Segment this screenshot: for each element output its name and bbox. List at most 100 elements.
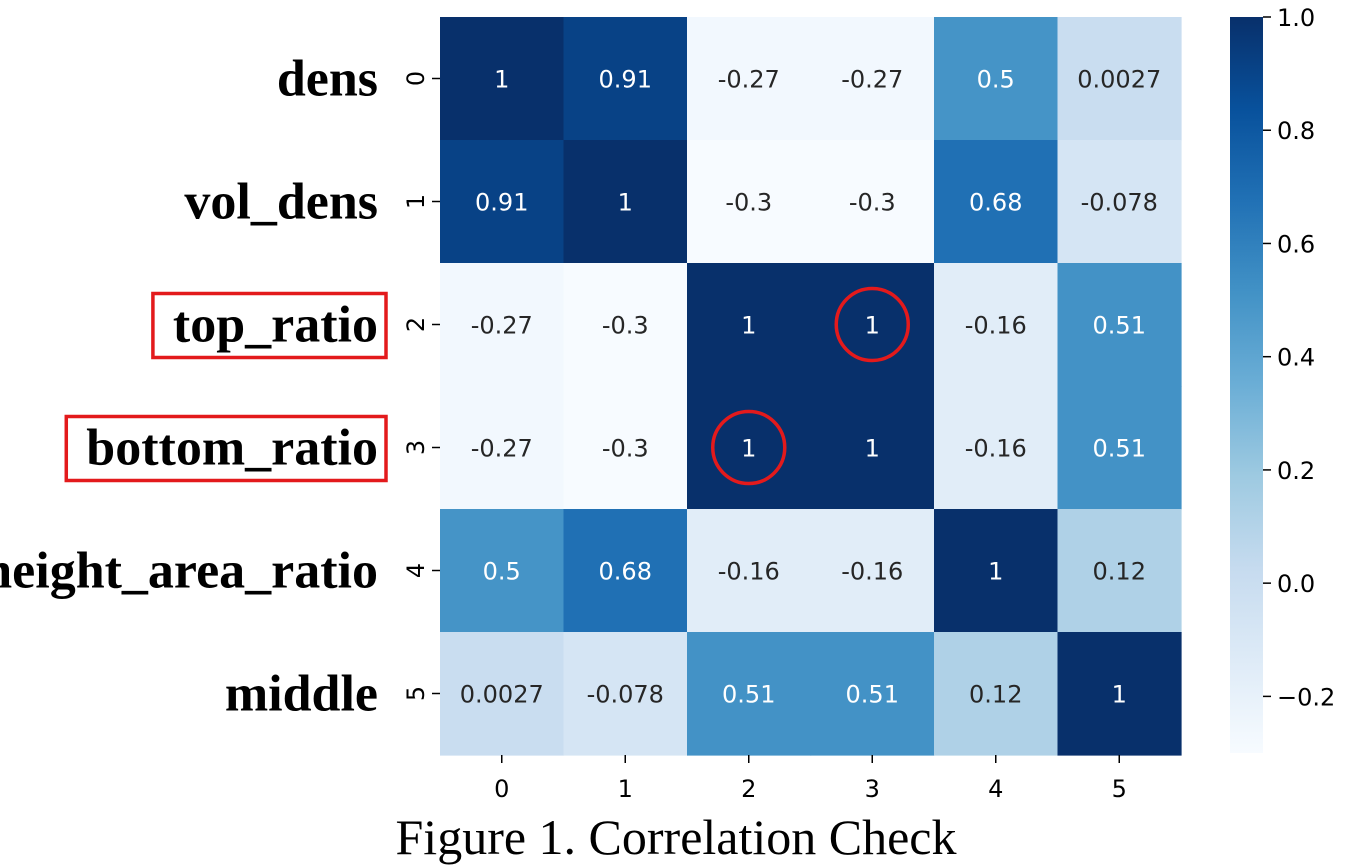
- cell-value-label: -0.16: [965, 312, 1027, 340]
- x-tick-label: 1: [618, 775, 633, 803]
- heatmap-cell: [687, 632, 812, 756]
- heatmap-cell: [563, 632, 688, 756]
- heatmap-cell: [810, 509, 935, 633]
- heatmap-cell: [440, 509, 565, 633]
- heatmap-cell: [810, 386, 935, 510]
- y-tick-label: 0: [402, 71, 430, 86]
- cell-value-label: 0.12: [969, 681, 1022, 709]
- cell-value-label: -0.16: [841, 558, 903, 586]
- cell-value-label: 1: [618, 189, 633, 217]
- heatmap-cell: [934, 632, 1059, 756]
- cell-value-label: 1: [494, 66, 509, 94]
- heatmap-cell: [563, 263, 688, 387]
- cell-value-label: -0.27: [841, 66, 903, 94]
- cell-value-label: -0.16: [965, 435, 1027, 463]
- row-name-highlight-box: [151, 291, 388, 360]
- row-name-label: height_area_ratio: [0, 543, 378, 600]
- cell-value-label: -0.3: [602, 312, 649, 340]
- row-name-label: top_ratio: [173, 297, 378, 354]
- heatmap-cell: [440, 140, 565, 264]
- heatmap-cell: [934, 386, 1059, 510]
- cell-value-label: 0.68: [599, 558, 652, 586]
- heatmap-cell: [810, 140, 935, 264]
- cell-value-label: 0.51: [722, 681, 775, 709]
- cell-value-label: -0.3: [725, 189, 772, 217]
- colorbar-tick-label: 0.6: [1277, 230, 1315, 258]
- cell-value-label: -0.078: [1081, 189, 1158, 217]
- cell-value-label: 0.51: [1093, 312, 1146, 340]
- heatmap-cell: [687, 17, 812, 141]
- cell-value-labels: 1 0.91 -0.27 -0.27 0.5 0.0027 0.91 1 -0.3 -0.3 0.6…: [460, 66, 1161, 709]
- cell-highlight-circle: [711, 409, 787, 486]
- heatmap-cell: [810, 263, 935, 387]
- cell-value-label: 0.0027: [460, 681, 544, 709]
- cell-value-label: 0.5: [483, 558, 521, 586]
- cell-value-label: -0.27: [718, 66, 780, 94]
- cell-value-label: 1: [741, 312, 756, 340]
- row-name-label: bottom_ratio: [86, 420, 378, 477]
- x-axis: 0 1 2 3 4 5: [494, 755, 1127, 803]
- cell-value-label: -0.3: [602, 435, 649, 463]
- cell-value-label: 0.91: [599, 66, 652, 94]
- cell-value-label: 0.12: [1093, 558, 1146, 586]
- heatmap-cell: [563, 17, 688, 141]
- heatmap-cell: [934, 263, 1059, 387]
- cell-value-label: 1: [988, 558, 1003, 586]
- heatmap-cell: [440, 386, 565, 510]
- heatmap-cell: [934, 17, 1059, 141]
- heatmap-cell: [934, 140, 1059, 264]
- cell-value-label: 1: [865, 312, 880, 340]
- row-name-labels: dens vol_dens top_ratio bottom_ratio height_…: [0, 51, 378, 723]
- heatmap-cell: [440, 632, 565, 756]
- row-name-label: dens: [277, 51, 378, 108]
- y-tick-label: 1: [402, 194, 430, 209]
- y-tick-label: 2: [402, 317, 430, 332]
- cell-value-label: -0.3: [849, 189, 896, 217]
- x-tick-label: 4: [988, 775, 1003, 803]
- heatmap-cells: [440, 17, 1182, 756]
- heatmap-cell: [1057, 632, 1182, 756]
- heatmap-cell: [563, 386, 688, 510]
- y-axis: 0 1 2 3 4 5: [402, 71, 440, 701]
- x-tick-label: 3: [865, 775, 880, 803]
- cell-value-label: 0.51: [846, 681, 899, 709]
- heatmap-cell: [1057, 386, 1182, 510]
- cell-highlight-circle: [834, 286, 910, 363]
- colorbar-tick-label: 0.2: [1277, 457, 1315, 485]
- heatmap-cell: [1057, 509, 1182, 633]
- cell-value-label: -0.27: [471, 312, 533, 340]
- heatmap-cell: [1057, 263, 1182, 387]
- colorbar-tick-label: 0.0: [1277, 570, 1315, 598]
- colorbar-tick-label: 0.8: [1277, 117, 1315, 145]
- heatmap-cell: [440, 17, 565, 141]
- cell-value-label: 1: [1112, 681, 1127, 709]
- cell-value-label: 0.0027: [1077, 66, 1161, 94]
- heatmap-cell: [440, 263, 565, 387]
- colorbar-tick-label: −0.2: [1277, 683, 1335, 711]
- heatmap-cell: [1057, 17, 1182, 141]
- x-tick-label: 0: [494, 775, 509, 803]
- x-tick-label: 5: [1112, 775, 1127, 803]
- heatmap-cell: [687, 140, 812, 264]
- cell-value-label: 0.68: [969, 189, 1022, 217]
- heatmap-cell: [1057, 140, 1182, 264]
- cell-value-label: 0.5: [977, 66, 1015, 94]
- colorbar-tick-label: 1.0: [1277, 4, 1315, 32]
- figure-caption: Figure 1. Correlation Check: [395, 809, 957, 865]
- cell-value-label: 1: [865, 435, 880, 463]
- highlight-annotations: [64, 286, 910, 486]
- cell-value-label: -0.078: [587, 681, 664, 709]
- x-tick-label: 2: [741, 775, 756, 803]
- y-tick-label: 3: [402, 440, 430, 455]
- heatmap-cell: [810, 17, 935, 141]
- heatmap-cell: [687, 509, 812, 633]
- cell-value-label: -0.16: [718, 558, 780, 586]
- y-tick-label: 5: [402, 686, 430, 701]
- heatmap-cell: [563, 509, 688, 633]
- y-tick-label: 4: [402, 563, 430, 578]
- cell-value-label: -0.27: [471, 435, 533, 463]
- heatmap-cell: [563, 140, 688, 264]
- heatmap-cell: [934, 509, 1059, 633]
- cell-value-label: 1: [741, 435, 756, 463]
